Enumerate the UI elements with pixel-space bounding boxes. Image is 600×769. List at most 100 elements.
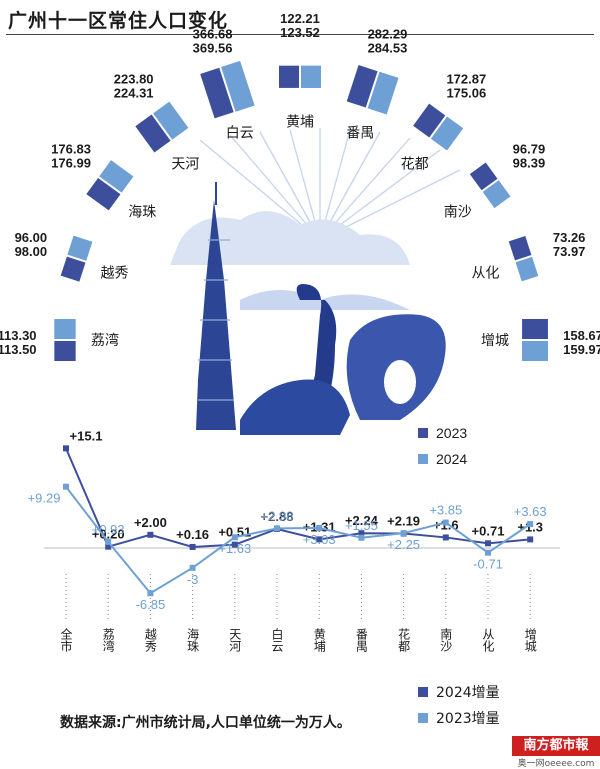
data-point: [105, 538, 112, 545]
district-bar-group: [279, 65, 321, 88]
district-label: 从化: [471, 266, 499, 282]
bar-2024: [301, 65, 321, 88]
bar-2024: [522, 341, 548, 361]
data-label: +1.63: [218, 541, 251, 556]
bar-2023: [508, 236, 532, 261]
value-label-2024: 98.39: [513, 156, 546, 171]
title-rule: [6, 34, 594, 35]
data-label: +3.63: [514, 504, 547, 519]
category-label: 天河: [228, 628, 242, 652]
bar-2023: [200, 67, 234, 119]
data-point: [231, 541, 238, 548]
value-label-2023: 96.00: [15, 230, 48, 245]
district-bar-group: [54, 319, 76, 361]
bar-2024: [67, 235, 93, 261]
category-label: 全市: [59, 627, 73, 652]
value-label-2024: 73.97: [553, 244, 586, 259]
bar-2023: [469, 162, 498, 191]
value-label-2024: 284.53: [368, 41, 408, 56]
legend-swatch: [418, 713, 428, 723]
district-label: 花都: [401, 156, 429, 172]
category-label: 花都: [397, 627, 411, 652]
data-point: [442, 534, 449, 541]
value-label-2023: 172.87: [446, 72, 486, 87]
value-label-2024: 98.00: [15, 244, 48, 259]
value-label-2023: 96.79: [513, 142, 546, 157]
district-bar-group: [135, 101, 189, 153]
data-label: +2.19: [387, 514, 420, 529]
category-label: 黄埔: [312, 628, 326, 652]
bar-2023: [279, 65, 299, 88]
district-bar-group: [469, 162, 511, 209]
district-bar-group: [508, 236, 539, 282]
data-label: -3: [187, 572, 199, 587]
value-label-2023: 113.30: [0, 328, 37, 343]
data-point: [147, 531, 154, 538]
value-label-2024: 176.99: [51, 156, 91, 171]
bar-2023: [54, 341, 76, 361]
district-bar-group: [522, 319, 548, 361]
category-label: 南沙: [439, 627, 453, 652]
bar-2024: [54, 319, 76, 339]
data-label: +15.1: [70, 428, 103, 443]
bar-2024: [515, 256, 539, 282]
data-label: +1.55: [345, 518, 378, 533]
district-label: 天河: [171, 156, 199, 172]
bar-2023: [522, 319, 548, 339]
bar-2024: [367, 71, 399, 115]
category-label: 荔湾: [101, 628, 115, 653]
legend-swatch: [418, 454, 428, 464]
data-point: [189, 564, 196, 571]
legend-label: 2023增量: [436, 711, 500, 727]
category-label: 海珠: [186, 627, 200, 652]
district-label: 南沙: [444, 205, 472, 221]
district-bar-group: [346, 65, 399, 115]
value-label-2024: 123.52: [280, 25, 320, 40]
value-label-2024: 175.06: [446, 86, 486, 101]
data-point: [485, 549, 491, 556]
bar-2024: [153, 101, 189, 140]
data-label: -6.85: [136, 597, 166, 612]
value-label-2023: 366.68: [193, 27, 233, 42]
district-bar-group: [413, 103, 464, 151]
brand-subtitle: 奥一网oeeee.com: [517, 759, 595, 769]
data-point: [147, 590, 154, 597]
value-label-2024: 159.97: [563, 342, 600, 357]
district-label: 荔湾: [91, 332, 119, 349]
data-label: +0.71: [472, 523, 505, 538]
data-point: [105, 543, 112, 550]
district-label: 增城: [481, 333, 509, 349]
data-point: [442, 519, 449, 526]
data-point: [316, 525, 323, 532]
category-label: 从化: [481, 628, 495, 653]
data-point: [527, 521, 534, 528]
data-point: [485, 540, 491, 547]
data-point: [400, 530, 407, 537]
data-label: +0.93: [92, 522, 125, 537]
data-point: [527, 536, 534, 543]
value-label-2023: 73.26: [553, 230, 586, 245]
data-label: +2.24: [345, 513, 379, 528]
district-bar-group: [60, 235, 93, 282]
district-bar-group: [200, 60, 255, 119]
data-point: [316, 536, 323, 543]
district-label: 海珠: [128, 205, 156, 221]
district-label: 番禺: [346, 125, 374, 141]
bar-2023: [135, 114, 171, 153]
value-label-2023: 282.29: [368, 27, 408, 42]
legend-label: 2023: [436, 425, 467, 441]
bar-2024: [221, 60, 255, 112]
value-label-2023: 158.67: [563, 328, 600, 343]
value-label-2023: 223.80: [114, 72, 154, 87]
data-label: +2.25: [387, 537, 420, 552]
brand-logo: 南方都市報: [512, 736, 600, 756]
bar-2024: [99, 160, 134, 193]
bar-2024: [430, 116, 464, 151]
data-point: [189, 543, 196, 550]
bar-2024: [482, 180, 511, 209]
district-label: 黄埔: [286, 114, 314, 131]
legend-swatch: [418, 428, 428, 438]
legend-swatch: [418, 687, 428, 697]
